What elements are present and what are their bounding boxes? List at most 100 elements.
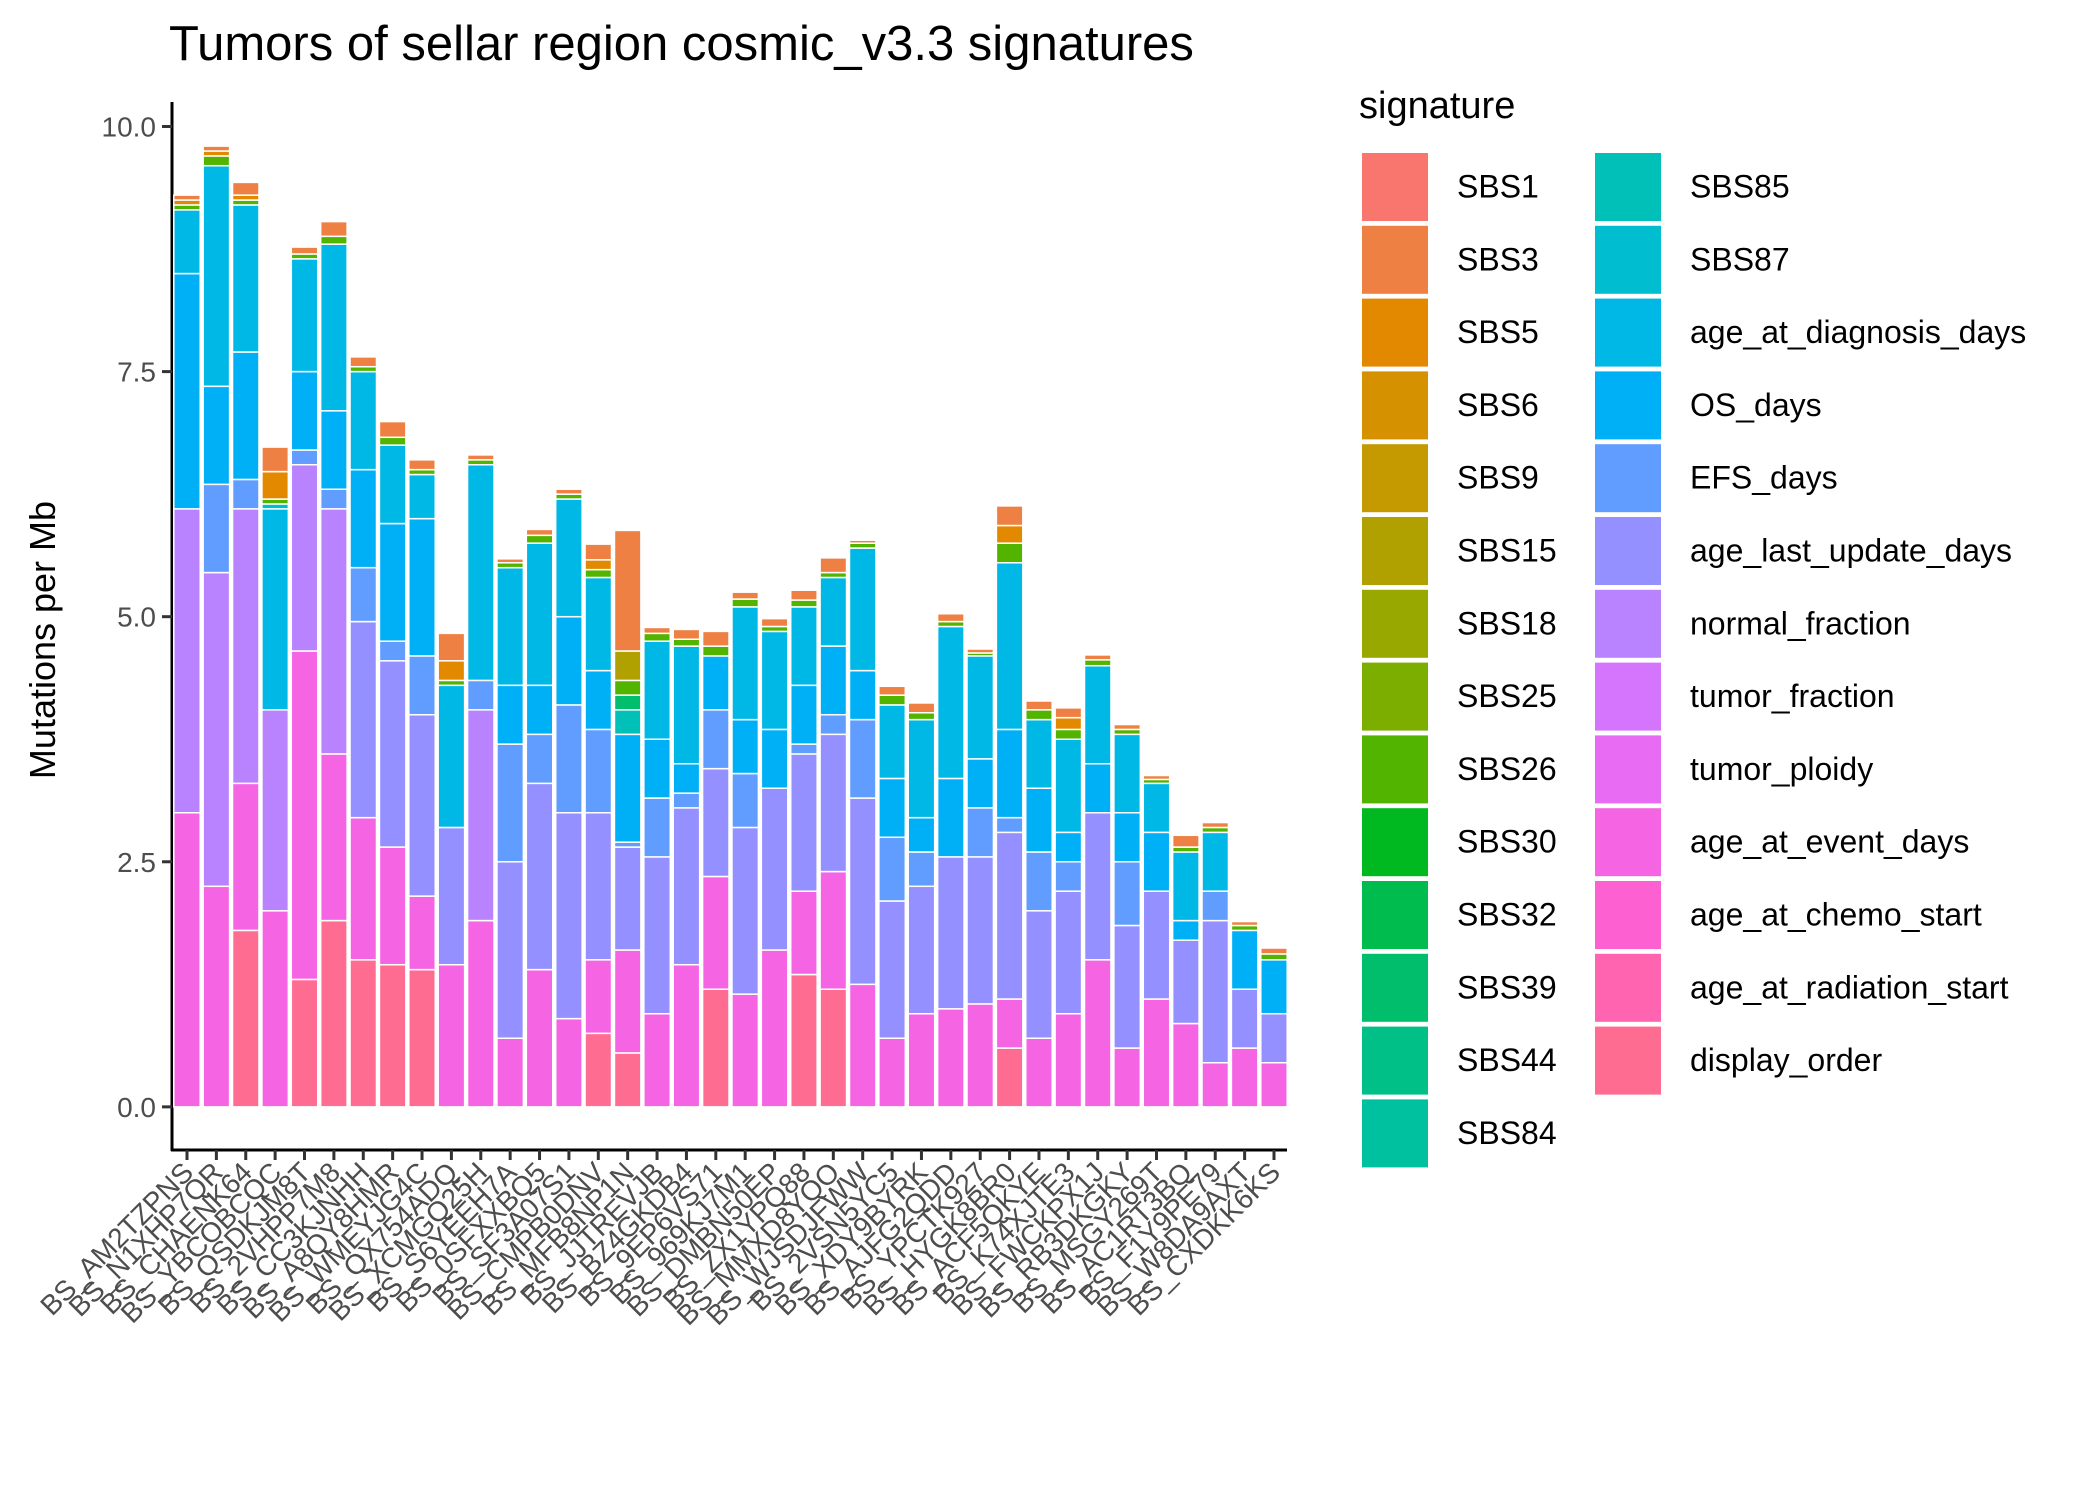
legend-key	[1362, 444, 1428, 513]
bar-segment	[731, 993, 760, 1108]
bar-segment	[290, 978, 319, 1108]
bar-segment	[525, 968, 554, 1108]
bar-segment	[848, 539, 877, 544]
legend-label: SBS6	[1457, 387, 1539, 423]
legend-key	[1362, 735, 1428, 804]
legend-label: age_at_chemo_start	[1690, 896, 1982, 932]
bar-segment	[1113, 812, 1142, 863]
bar-segment	[966, 758, 995, 809]
bar-segment	[525, 684, 554, 736]
bar-segment	[1201, 831, 1230, 892]
bar-segment	[966, 807, 995, 858]
bar-segment	[701, 875, 730, 990]
bar-segment	[202, 164, 231, 388]
bar-segment	[643, 632, 672, 642]
bar-segment	[319, 488, 348, 510]
bar-segment	[466, 679, 495, 711]
legend-label: SBS15	[1457, 532, 1557, 568]
bar-segment	[643, 626, 672, 635]
bar-segment	[966, 648, 995, 654]
bar-segment	[261, 470, 290, 500]
bar-segment	[378, 640, 407, 662]
bar-segment	[1025, 718, 1053, 789]
bar-segment	[672, 638, 701, 647]
bar-segment	[496, 566, 525, 687]
bar-segment	[496, 861, 525, 1039]
bar-segment	[1054, 728, 1083, 740]
bar-segment	[290, 370, 319, 451]
bar-segment	[848, 983, 877, 1108]
bar-segment	[1230, 929, 1259, 990]
bar-segment	[231, 929, 260, 1108]
bar-segment	[701, 988, 730, 1108]
bar-segment	[848, 669, 877, 721]
bar-segment	[819, 733, 848, 873]
bar-segment	[319, 753, 348, 922]
bar-segment	[907, 718, 936, 819]
bar-segment	[408, 473, 436, 520]
bar-segment	[1260, 1012, 1288, 1064]
legend-label: SBS44	[1457, 1042, 1557, 1078]
chart-title: Tumors of sellar region cosmic_v3.3 sign…	[169, 17, 1194, 71]
bar-segment	[643, 856, 672, 1015]
bar-segment	[173, 508, 201, 814]
bar-segment	[1083, 812, 1112, 961]
legend-label: SBS84	[1457, 1115, 1557, 1151]
bar-segment	[819, 576, 848, 647]
bar-segment	[701, 655, 730, 711]
bar-segment	[319, 410, 348, 490]
bar-segment	[290, 463, 319, 652]
bar-segment	[760, 630, 789, 731]
bar-segment	[936, 856, 965, 1010]
bar-segment	[1025, 709, 1053, 721]
bar-segment	[672, 963, 701, 1108]
bar-segment	[378, 436, 407, 446]
bar-segment	[966, 1003, 995, 1108]
bar-segment	[789, 973, 818, 1108]
legend-label: SBS26	[1457, 751, 1557, 787]
bar-segment	[936, 612, 965, 623]
bar-segment	[378, 963, 407, 1108]
bar-segment	[554, 704, 583, 814]
bar-segment	[437, 963, 466, 1108]
bar-segment	[290, 258, 319, 373]
bar-segment	[525, 528, 554, 537]
bar-segment	[907, 712, 936, 721]
legend-key	[1595, 298, 1661, 367]
bar-segment	[613, 949, 642, 1054]
bar-segment	[613, 733, 642, 843]
bar-segment	[878, 836, 907, 902]
bar-segment	[1113, 924, 1142, 1049]
bar-segment	[408, 655, 436, 716]
bar-segment	[231, 508, 260, 785]
bar-segment	[613, 650, 642, 682]
bar-segment	[819, 988, 848, 1108]
bar-segment	[1054, 707, 1083, 719]
legend-key	[1595, 735, 1661, 804]
bar-segment	[643, 738, 672, 799]
legend-label: SBS25	[1457, 678, 1557, 714]
legend-key	[1595, 589, 1661, 658]
bar-segment	[437, 826, 466, 966]
bar-segment	[613, 846, 642, 951]
bar-segment	[1054, 861, 1083, 892]
legend-key	[1362, 1026, 1428, 1095]
legend-key	[1362, 225, 1428, 294]
bar-segment	[613, 679, 642, 696]
bar-segment	[1142, 831, 1171, 892]
bar-segment	[378, 420, 407, 439]
bar-segment	[1260, 947, 1288, 955]
bar-segment	[760, 949, 789, 1108]
legend-key	[1595, 662, 1661, 731]
bar-segment	[760, 787, 789, 951]
bar-segment	[701, 645, 730, 657]
legend-key	[1595, 444, 1661, 513]
bar-segment	[319, 508, 348, 755]
bar-segment	[525, 782, 554, 971]
bar-segment	[936, 777, 965, 858]
bar-segment	[789, 606, 818, 687]
bar-segment	[848, 718, 877, 799]
bar-segment	[1171, 851, 1200, 922]
bar-segment	[525, 733, 554, 785]
